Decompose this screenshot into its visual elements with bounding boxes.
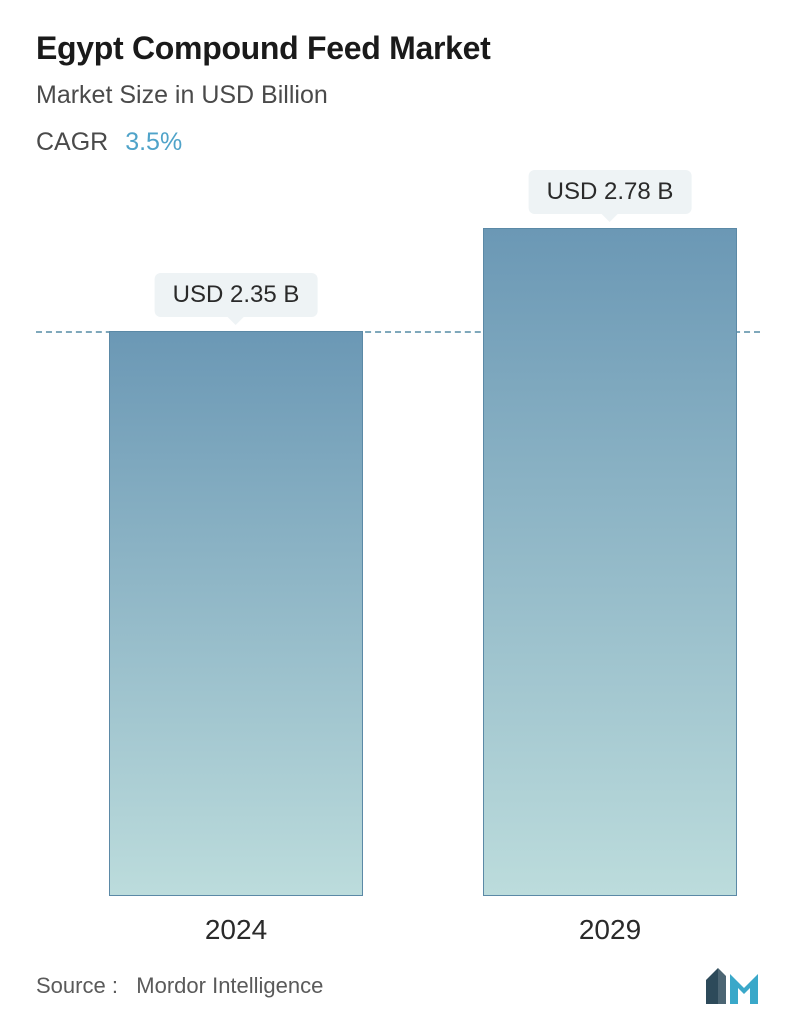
chart-subtitle: Market Size in USD Billion [36, 81, 760, 110]
cagr-row: CAGR 3.5% [36, 128, 760, 157]
x-label-2024: 2024 [205, 914, 267, 946]
chart-plot-area: USD 2.35 BUSD 2.78 B [36, 228, 760, 896]
value-badge-2029: USD 2.78 B [529, 170, 692, 214]
chart-title: Egypt Compound Feed Market [36, 30, 760, 67]
chart-footer: Source : Mordor Intelligence [36, 966, 760, 1006]
brand-logo-icon [704, 966, 760, 1006]
chart-card: Egypt Compound Feed Market Market Size i… [0, 0, 796, 1034]
value-badge-2024: USD 2.35 B [155, 273, 318, 317]
bar-2029 [483, 228, 737, 896]
cagr-value: 3.5% [125, 128, 182, 156]
source-name: Mordor Intelligence [136, 973, 323, 998]
cagr-label: CAGR [36, 128, 108, 156]
x-label-2029: 2029 [579, 914, 641, 946]
source-label: Source : [36, 973, 118, 998]
bar-2024 [109, 331, 363, 896]
source-text: Source : Mordor Intelligence [36, 973, 323, 999]
